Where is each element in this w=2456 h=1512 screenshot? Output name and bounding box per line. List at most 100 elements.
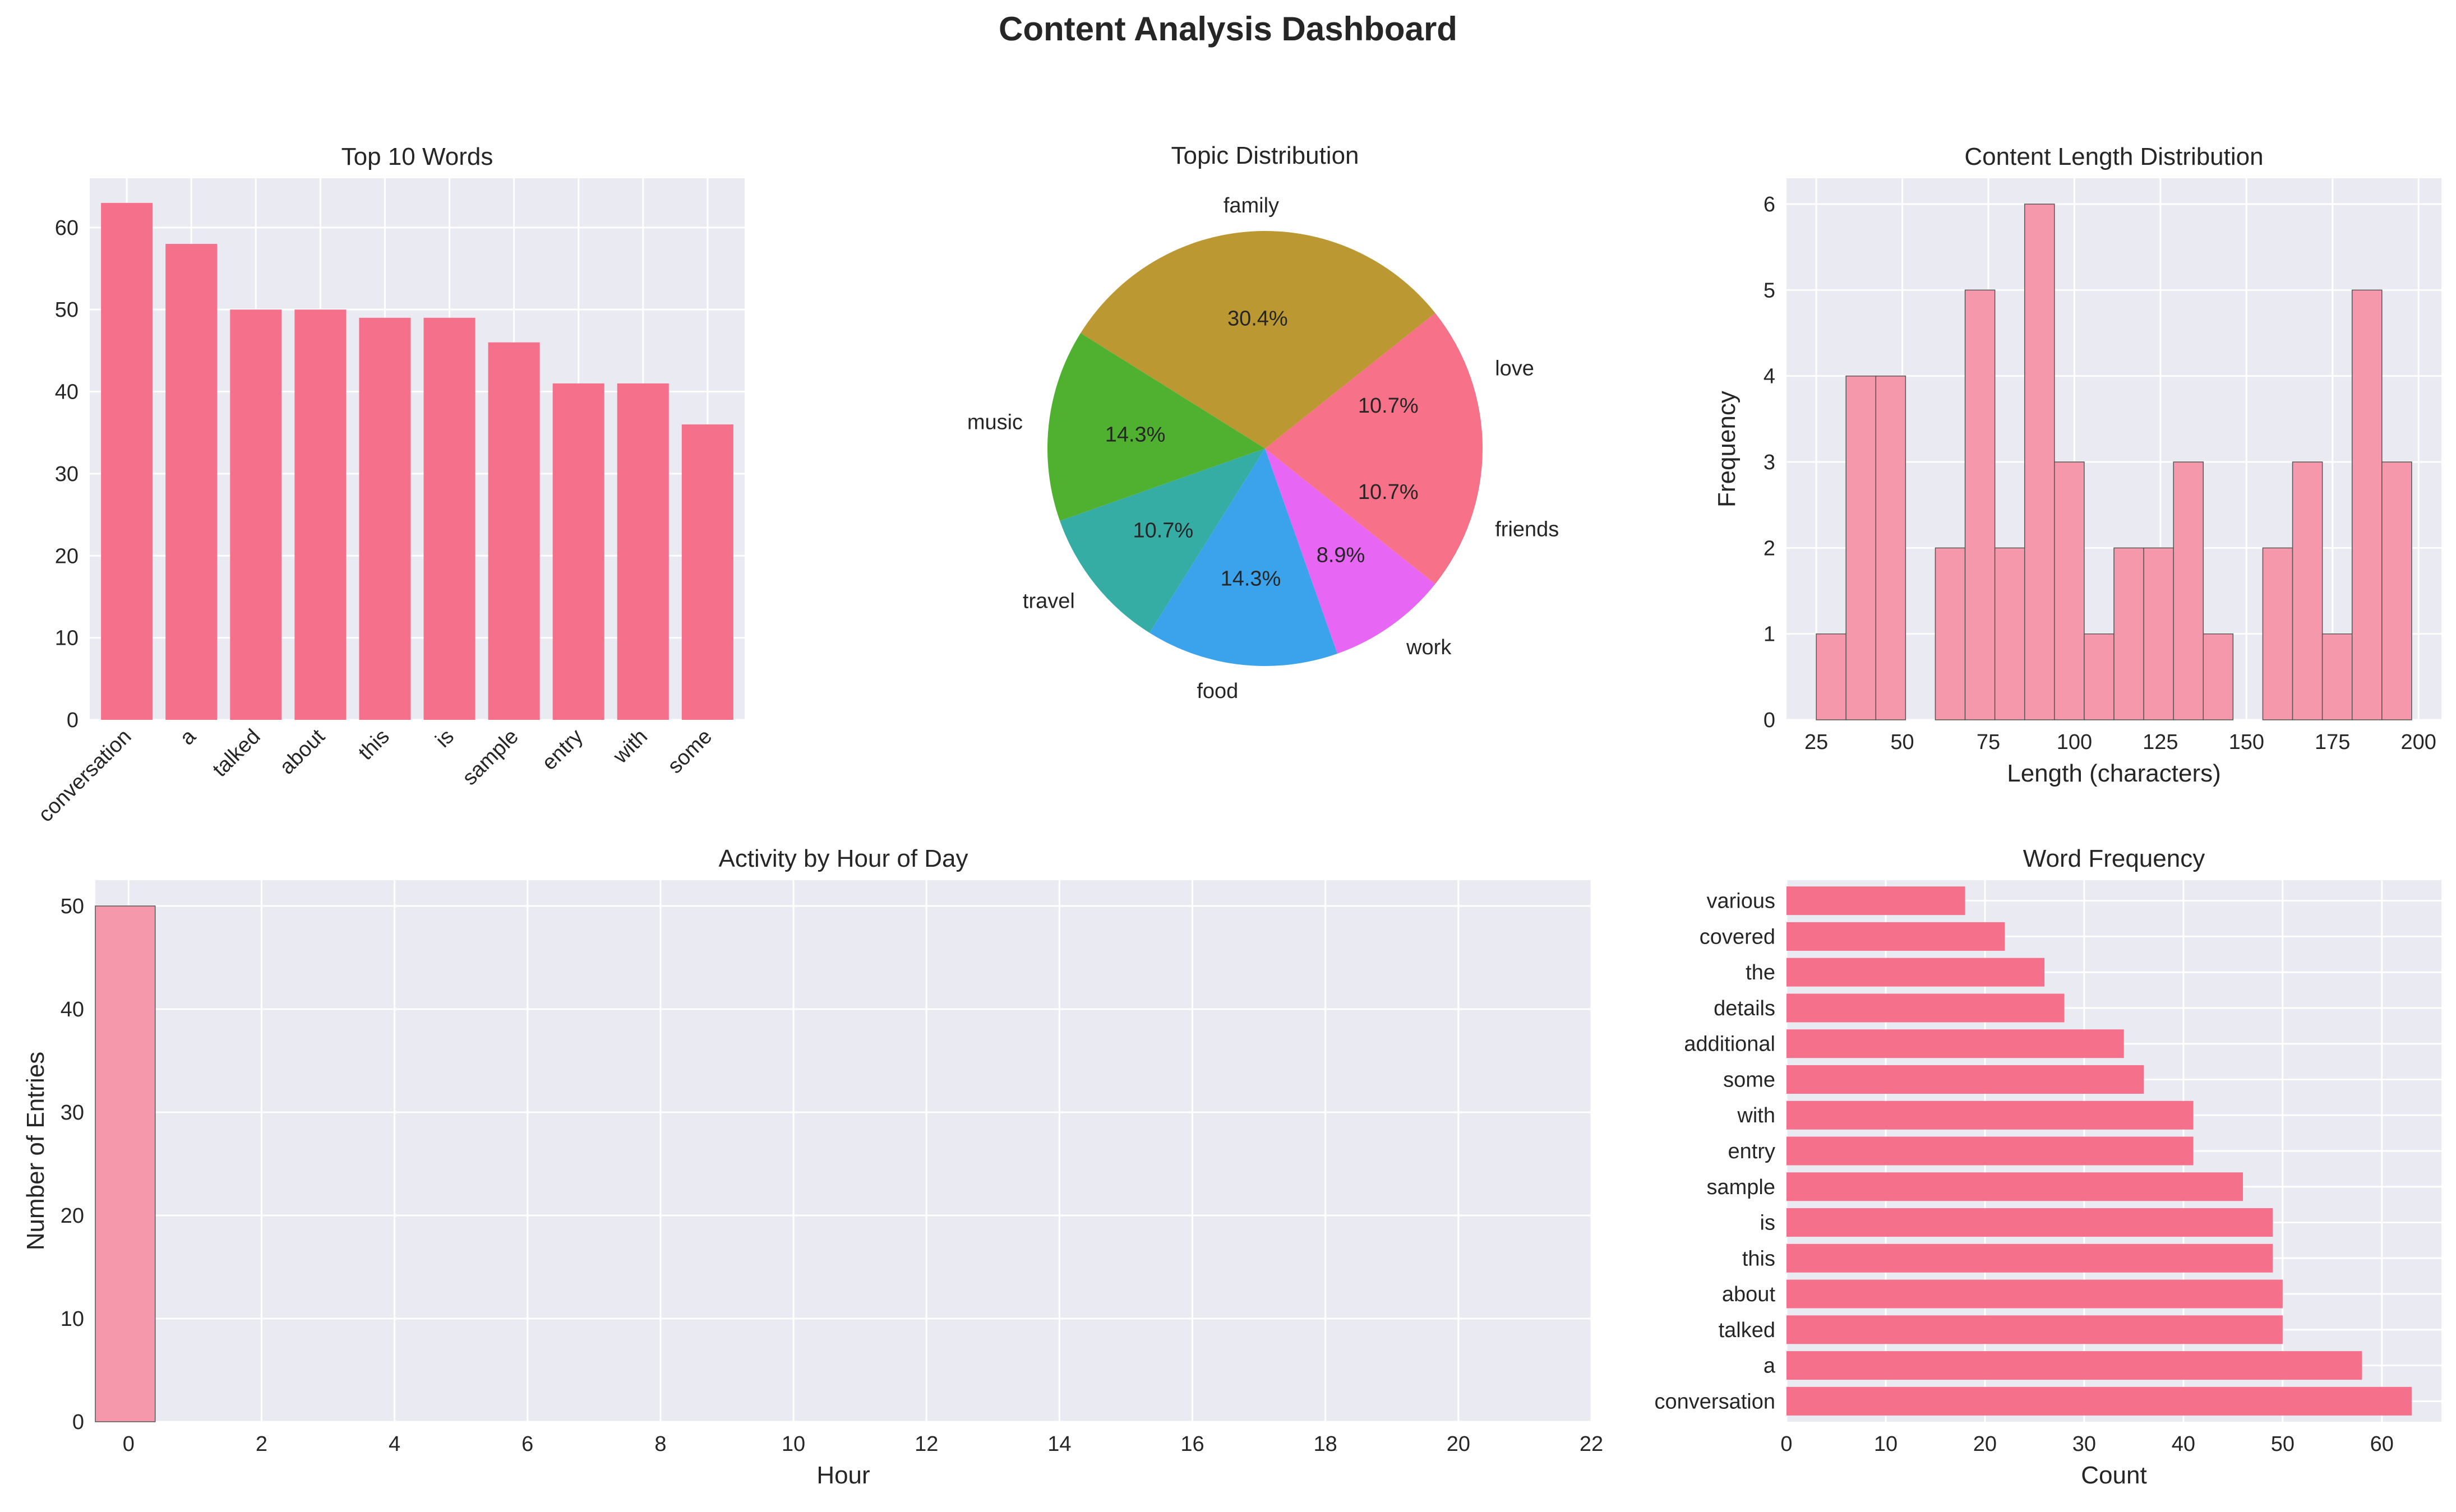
histogram-bar xyxy=(95,905,156,1422)
y-tick-label: conversation xyxy=(1655,1390,1775,1413)
x-tick-label: 10 xyxy=(1874,1432,1898,1456)
x-tick-label: 100 xyxy=(2057,730,2092,754)
y-tick-label: 30 xyxy=(61,1101,84,1125)
bar-covered xyxy=(1786,922,2005,951)
bar-a xyxy=(1786,1351,2362,1380)
y-tick-label: 40 xyxy=(55,381,79,404)
bar-is xyxy=(1786,1208,2273,1237)
pie-pct-label: 10.7% xyxy=(1358,480,1419,504)
pie-slice-travel xyxy=(1060,448,1265,633)
dashboard-title: Content Analysis Dashboard xyxy=(999,10,1457,48)
x-tick-label: is xyxy=(431,725,459,752)
chart-title: Word Frequency xyxy=(2023,845,2205,872)
y-tick-label: 60 xyxy=(55,216,79,240)
x-tick-label: some xyxy=(663,725,717,778)
chart-title: Content Length Distribution xyxy=(1964,143,2263,170)
x-tick-label: 75 xyxy=(1977,730,2000,754)
x-tick-label: with xyxy=(608,725,652,769)
histogram-bar xyxy=(2054,461,2085,720)
x-tick-label: 25 xyxy=(1804,730,1828,754)
x-tick-label: 10 xyxy=(782,1432,805,1456)
pie-pct-label: 10.7% xyxy=(1133,519,1193,543)
bar-sample xyxy=(488,342,540,720)
bar-with xyxy=(1786,1101,2194,1130)
y-tick-label: 20 xyxy=(61,1204,84,1228)
histogram-bar xyxy=(2321,633,2353,720)
bar-about xyxy=(1786,1279,2283,1308)
bar-conversation xyxy=(1786,1386,2412,1416)
top-words-chart: Top 10 Words 0 10 20 30 40 50 60 conversation a ta… xyxy=(34,143,745,827)
y-tick-label: 0 xyxy=(1763,709,1775,732)
bar-about xyxy=(294,309,347,720)
bar-is xyxy=(423,317,475,720)
y-tick-label: this xyxy=(1742,1247,1775,1270)
y-tick-label: 6 xyxy=(1763,193,1775,216)
x-tick-label: 8 xyxy=(654,1432,666,1456)
y-tick-label: details xyxy=(1714,997,1775,1020)
x-tick-label: 20 xyxy=(1447,1432,1470,1456)
x-tick-label: 4 xyxy=(389,1432,400,1456)
x-tick-label: this xyxy=(354,725,394,765)
pie-label: friends xyxy=(1495,517,1559,541)
x-axis-label: Length (characters) xyxy=(2007,760,2221,787)
x-axis-label: Hour xyxy=(816,1462,870,1489)
pie-label: family xyxy=(1224,194,1279,218)
x-tick-label: 22 xyxy=(1580,1432,1603,1456)
x-tick-label: 20 xyxy=(1973,1432,1997,1456)
pie-slice-food xyxy=(1149,448,1338,666)
x-tick-label: 50 xyxy=(2271,1432,2295,1456)
bar-entry xyxy=(1786,1136,2194,1166)
y-tick-label: 40 xyxy=(61,998,84,1021)
x-tick-label: sample xyxy=(458,725,523,790)
chart-title: Topic Distribution xyxy=(1171,142,1359,169)
y-axis-label: Frequency xyxy=(1713,391,1741,507)
pie-label: music xyxy=(967,410,1023,434)
y-tick-label: 10 xyxy=(61,1307,84,1331)
word-frequency-chart: Word Frequency 0 10 20 30 40 50 60 conversation a… xyxy=(1655,845,2441,1489)
y-tick-label: with xyxy=(1737,1104,1775,1127)
histogram-bar xyxy=(2203,633,2234,720)
x-tick-label: 60 xyxy=(2370,1432,2394,1456)
pie-pct-label: 14.3% xyxy=(1221,567,1281,590)
histogram-bar xyxy=(2351,289,2383,720)
plot-area xyxy=(95,880,1591,1422)
x-tick-label: conversation xyxy=(34,725,136,827)
y-tick-label: about xyxy=(1722,1283,1776,1306)
y-tick-label: 30 xyxy=(55,463,79,486)
histogram-bar xyxy=(2262,547,2293,720)
x-tick-label: 6 xyxy=(521,1432,533,1456)
y-tick-label: additional xyxy=(1684,1033,1775,1056)
histogram-bar xyxy=(1964,289,1996,720)
x-tick-label: 40 xyxy=(2172,1432,2195,1456)
y-tick-label: 0 xyxy=(67,709,79,732)
histogram-bar xyxy=(2381,461,2412,720)
x-tick-label: 125 xyxy=(2143,730,2178,754)
pie-label: food xyxy=(1197,679,1238,703)
x-tick-label: about xyxy=(275,724,330,779)
y-tick-label: 5 xyxy=(1763,279,1775,302)
x-tick-label: 2 xyxy=(256,1432,267,1456)
x-tick-label: 50 xyxy=(1890,730,1914,754)
histogram-bar xyxy=(2143,547,2174,720)
bar-additional xyxy=(1786,1029,2124,1058)
pie-pct-label: 30.4% xyxy=(1227,307,1288,331)
bar-with xyxy=(617,383,669,720)
y-tick-label: 1 xyxy=(1763,623,1775,646)
y-tick-label: 4 xyxy=(1763,365,1775,389)
pie-label: travel xyxy=(1023,590,1075,613)
bar-various xyxy=(1786,886,1965,915)
y-tick-label: entry xyxy=(1728,1140,1775,1163)
y-tick-label: a xyxy=(1763,1354,1776,1378)
x-tick-label: 30 xyxy=(2072,1432,2096,1456)
chart-title: Top 10 Words xyxy=(341,143,493,170)
pie-pct-label: 14.3% xyxy=(1105,423,1166,446)
bar-this xyxy=(359,317,411,720)
bar-this xyxy=(1786,1243,2273,1273)
x-tick-label: 12 xyxy=(915,1432,938,1456)
y-tick-label: the xyxy=(1746,961,1775,984)
histogram-bar xyxy=(1935,547,1966,720)
bar-a xyxy=(165,244,218,720)
pie-slice-family xyxy=(1081,230,1435,448)
